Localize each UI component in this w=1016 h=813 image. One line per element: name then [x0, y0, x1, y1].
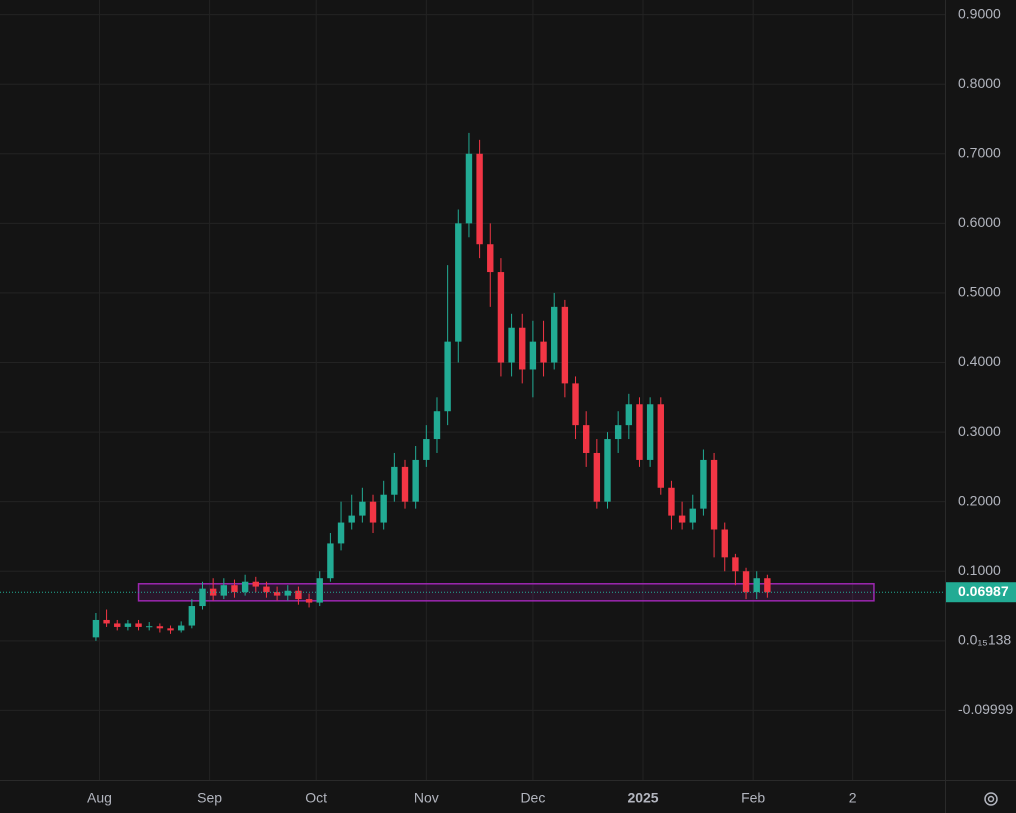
candle-body [423, 439, 430, 460]
candle-body [636, 404, 643, 460]
candle-body [263, 586, 270, 593]
candle-body [241, 581, 249, 593]
candle-body [700, 459, 707, 509]
x-tick-label: Aug [87, 790, 112, 806]
y-tick-label: 0.6000 [958, 214, 1001, 230]
y-tick-label: 0.7000 [958, 144, 1001, 160]
y-tick-label: 0.9000 [958, 5, 1001, 21]
candle-body [231, 585, 238, 593]
candle-body [188, 606, 196, 626]
candle-body [380, 494, 387, 523]
candle-body [508, 327, 515, 363]
candle-body [497, 272, 505, 363]
candle-body [199, 588, 206, 607]
candle-body [465, 153, 473, 224]
candle-body [273, 592, 281, 596]
candle-body [295, 590, 302, 600]
y-tick-label: 0.0₁₅138 [958, 632, 1011, 648]
candle-body [348, 515, 355, 523]
candle-body [487, 244, 494, 273]
candle-body [764, 578, 771, 593]
x-tick-label: Oct [305, 790, 327, 806]
candle-body [625, 404, 633, 426]
candle-body [646, 404, 654, 460]
y-tick-label: 0.3000 [958, 423, 1001, 439]
candle-body [177, 625, 185, 631]
x-tick-label: 2025 [627, 790, 658, 806]
candle-body [742, 571, 750, 593]
candle-body [572, 383, 579, 426]
y-tick-label: 0.1000 [958, 562, 1001, 578]
candle-body [220, 585, 228, 596]
zone [137, 583, 875, 602]
candle-body [582, 425, 590, 453]
candle-body [519, 327, 526, 370]
candle-body [529, 341, 537, 370]
last-price-label: 0.06987 [958, 583, 1009, 599]
x-tick-label: 2 [849, 790, 857, 806]
candle-body [401, 466, 409, 502]
x-tick-label: Sep [197, 790, 222, 806]
candle-body [146, 626, 153, 628]
candle-body [412, 459, 419, 502]
candle-body [732, 557, 739, 572]
candle-body [689, 508, 696, 523]
candle-body [561, 306, 569, 384]
y-tick-label: 0.4000 [958, 353, 1001, 369]
candle-body [721, 529, 728, 558]
candle-body [678, 515, 686, 523]
candle-body [668, 487, 675, 516]
candle-body [284, 590, 291, 596]
x-tick-label: Dec [520, 790, 545, 806]
y-tick-label: 0.8000 [958, 75, 1001, 91]
candle-body [614, 425, 622, 440]
x-tick-label: Nov [414, 790, 439, 806]
candle-body [337, 522, 345, 544]
candle-body [604, 439, 611, 502]
candle-body [316, 578, 323, 603]
candle-body [444, 341, 451, 412]
candle-body [359, 501, 366, 516]
candle-body [476, 153, 483, 245]
candle-body [305, 599, 313, 603]
last-price-badge [946, 582, 1016, 603]
y-tick-label: 0.2000 [958, 492, 1001, 508]
candle-body [593, 452, 601, 502]
candle-body [124, 623, 132, 627]
candle-body [540, 341, 547, 363]
candle-body [103, 619, 110, 624]
candle-body [455, 223, 462, 342]
candle-body [710, 459, 718, 530]
settings-icon[interactable] [984, 792, 998, 806]
y-tick-label: -0.09999 [958, 701, 1013, 717]
candle-body [167, 628, 174, 631]
x-tick-label: Feb [741, 790, 765, 806]
candle-body [657, 404, 664, 488]
candle-body [753, 578, 760, 593]
candle-body [369, 501, 377, 523]
candle-body [551, 306, 558, 363]
candle-body [135, 623, 142, 627]
candle-body [252, 581, 259, 587]
candle-body [156, 626, 164, 629]
candle-body [391, 466, 398, 495]
y-tick-label: 0.5000 [958, 284, 1001, 300]
candle-body [114, 623, 121, 627]
candle-body [327, 543, 334, 579]
candle-body [433, 411, 441, 440]
candle-body [92, 619, 100, 638]
